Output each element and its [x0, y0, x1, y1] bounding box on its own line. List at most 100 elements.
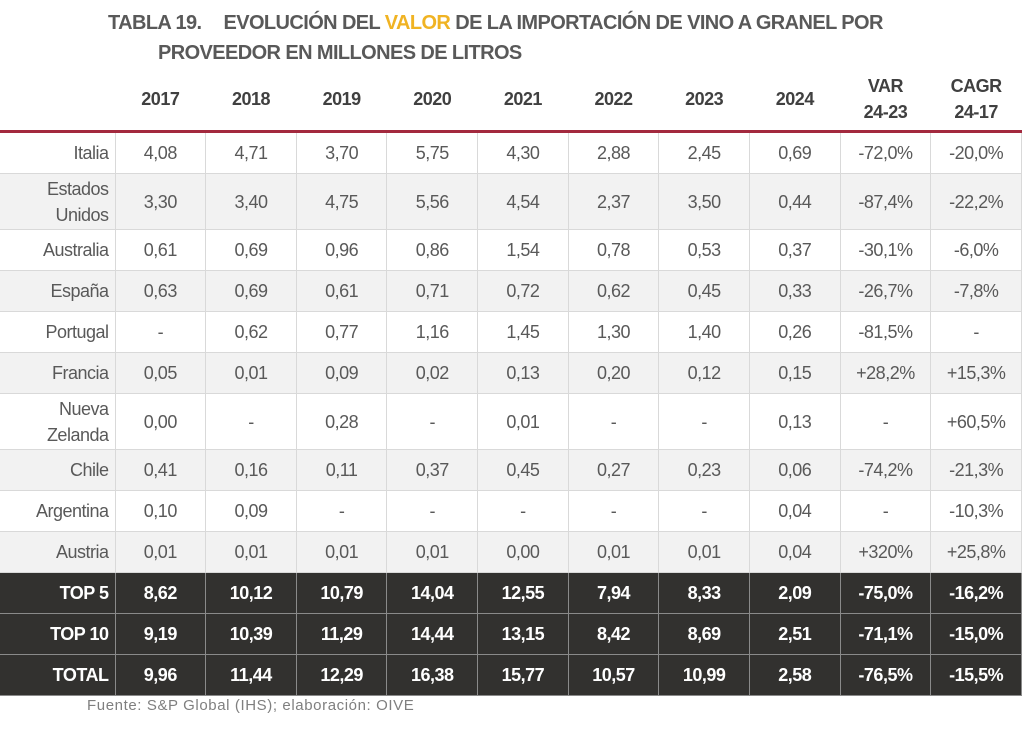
table-cell: 1,45 — [477, 311, 569, 353]
table-cell: -7,8% — [930, 270, 1022, 312]
header-blank — [0, 68, 115, 133]
table-cell: 0,69 — [205, 270, 297, 312]
table-cell: 7,94 — [567, 572, 660, 614]
table-cell: 0,96 — [295, 229, 388, 271]
table-cell: - — [658, 393, 750, 450]
total-row: TOP 10 9,19 10,39 11,29 14,44 13,15 8,42 8,69 2,… — [0, 613, 1022, 655]
row-label-line: TOP 5 — [59, 583, 109, 603]
row-label-line: Argentina — [35, 501, 109, 521]
table-cell: 0,63 — [114, 270, 207, 312]
table-cell: 0,01 — [295, 531, 388, 573]
row-label: España — [0, 270, 116, 312]
row-label: TOP 10 — [0, 613, 116, 655]
table-cell: - — [567, 393, 660, 450]
table-cell: 4,71 — [205, 131, 297, 174]
table-cell: 0,09 — [295, 352, 388, 394]
table-cell: 1,40 — [658, 311, 750, 353]
title-part1: EVOLUCIÓN DEL — [223, 12, 385, 34]
table-cell: - — [839, 393, 932, 450]
table-cell: - — [567, 490, 660, 532]
table-cell: 0,01 — [477, 393, 569, 450]
table-cell: 0,04 — [748, 531, 841, 573]
table-cell: -15,5% — [930, 654, 1022, 696]
table-cell: 0,16 — [205, 449, 297, 491]
table-cell: 0,15 — [748, 352, 841, 394]
table-cell: 0,61 — [114, 229, 207, 271]
table-cell: 0,72 — [477, 270, 569, 312]
table-row: Austria 0,01 0,01 0,01 0,01 0,00 0,01 0,01 0,04 +… — [0, 531, 1022, 573]
column-header: 2020 — [386, 68, 478, 133]
table-cell: -20,0% — [930, 131, 1022, 174]
table-cell: 0,20 — [567, 352, 660, 394]
table-cell: 0,23 — [658, 449, 750, 491]
table-cell: - — [477, 490, 569, 532]
table-cell: +15,3% — [930, 352, 1022, 394]
table-cell: - — [839, 490, 932, 532]
title-highlight: VALOR — [384, 12, 451, 34]
table-cell: - — [386, 393, 479, 450]
table-cell: 10,79 — [295, 572, 388, 614]
row-label-line: Portugal — [45, 322, 109, 342]
header-row: 2017 2018 2019 2020 2021 2022 2023 2024 VAR 24-23… — [0, 68, 1022, 133]
table-cell: 4,75 — [295, 173, 388, 230]
table-cell: +320% — [839, 531, 932, 573]
table-cell: -21,3% — [930, 449, 1022, 491]
row-label-line: Francia — [51, 363, 109, 383]
row-label: Austria — [0, 531, 116, 573]
row-label-line: Estados — [46, 178, 109, 199]
table-cell: 0,86 — [386, 229, 479, 271]
column-header: 2017 — [115, 68, 206, 133]
table-cell: 10,12 — [205, 572, 297, 614]
table-cell: 0,37 — [386, 449, 479, 491]
table-cell: -6,0% — [930, 229, 1022, 271]
table-cell: 11,29 — [295, 613, 388, 655]
table-cell: 14,44 — [386, 613, 479, 655]
table-cell: 0,01 — [114, 531, 207, 573]
table-cell: 0,02 — [386, 352, 479, 394]
table-cell: 0,26 — [748, 311, 841, 353]
row-label-line: TOTAL — [52, 665, 109, 685]
table-cell: 0,09 — [205, 490, 297, 532]
table-cell: 0,04 — [748, 490, 841, 532]
row-label: Portugal — [0, 311, 116, 353]
table-cell: 5,75 — [386, 131, 479, 174]
table-cell: 0,11 — [295, 449, 388, 491]
table-cell: 0,01 — [658, 531, 750, 573]
table-cell: -22,2% — [930, 173, 1022, 230]
table-cell: 0,37 — [748, 229, 841, 271]
row-label: Estados Unidos — [0, 173, 116, 230]
table-cell: 9,19 — [114, 613, 207, 655]
table-cell: 2,58 — [748, 654, 841, 696]
table-cell: 8,42 — [567, 613, 660, 655]
row-label-line: TOP 10 — [50, 624, 109, 644]
table-cell: 2,45 — [658, 131, 750, 174]
table-cell: 0,00 — [114, 393, 207, 450]
table-cell: 8,62 — [114, 572, 207, 614]
table-cell: 13,15 — [477, 613, 569, 655]
import-table: 2017 2018 2019 2020 2021 2022 2023 2024 VAR 24-23… — [0, 68, 1022, 696]
table-row: Chile 0,41 0,16 0,11 0,37 0,45 0,27 0,23 0,06 -74… — [0, 449, 1022, 491]
table-cell: -81,5% — [839, 311, 932, 353]
row-label: Australia — [0, 229, 116, 271]
column-header: 2021 — [477, 68, 569, 133]
table-cell: 16,38 — [386, 654, 479, 696]
row-label-line: Australia — [42, 240, 109, 260]
row-label: TOP 5 — [0, 572, 116, 614]
table-cell: 0,01 — [567, 531, 660, 573]
table-cell: 1,16 — [386, 311, 479, 353]
table-cell: 14,04 — [386, 572, 479, 614]
column-header-line: 24-23 — [863, 102, 908, 122]
column-header: CAGR 24-17 — [930, 68, 1022, 133]
row-label-line: Italia — [73, 143, 109, 163]
table-cell: - — [386, 490, 479, 532]
table-cell: 0,10 — [114, 490, 207, 532]
table-cell: 0,28 — [295, 393, 388, 450]
column-header-line: VAR — [867, 76, 904, 96]
table-cell: 0,12 — [658, 352, 750, 394]
table-cell: 10,57 — [567, 654, 660, 696]
table-cell: 10,99 — [658, 654, 750, 696]
table-cell: -16,2% — [930, 572, 1022, 614]
row-label-line: Nueva — [58, 398, 109, 419]
total-row: TOTAL 9,96 11,44 12,29 16,38 15,77 10,57 10,99 2… — [0, 654, 1022, 696]
table-cell: 0,00 — [477, 531, 569, 573]
